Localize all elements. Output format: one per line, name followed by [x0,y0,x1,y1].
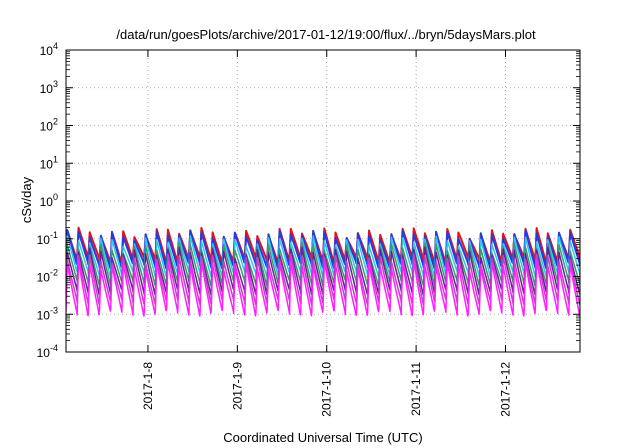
series-layer [66,226,580,317]
y-tick-exponent: 1 [53,154,58,164]
y-tick-label: 10-1 [37,230,58,247]
chart-title: /data/run/goesPlots/archive/2017-01-12/1… [116,27,536,42]
y-tick-base: 10 [40,157,54,171]
y-tick-label: 103 [40,79,58,96]
y-tick-exponent: -1 [50,230,58,240]
y-tick-exponent: 4 [53,41,58,51]
x-tick-label: 2017-1-12 [499,362,513,417]
y-tick-base: 10 [37,308,51,322]
ticks [66,49,580,353]
y-tick-label: 10-3 [37,305,58,322]
y-tick-label: 102 [40,117,58,134]
y-tick-exponent: -4 [50,343,58,353]
y-tick-exponent: 3 [53,79,58,89]
y-tick-label: 10-2 [37,268,58,285]
y-tick-base: 10 [40,195,54,209]
y-tick-label: 101 [40,154,58,171]
y-tick-base: 10 [40,82,54,96]
x-tick-label: 2017-1-10 [320,362,334,417]
x-tick-labels: 2017-1-8 2017-1-9 2017-1-10 2017-1-11 2017-1… [141,362,513,417]
x-tick-label: 2017-1-8 [141,362,155,410]
y-tick-base: 10 [37,233,51,247]
y-tick-label: 100 [40,192,58,209]
y-tick-label: 10-4 [37,343,58,360]
y-tick-exponent: -2 [50,268,58,278]
x-axis-label: Coordinated Universal Time (UTC) [223,430,422,445]
y-tick-label: 104 [40,41,58,58]
y-tick-base: 10 [37,271,51,285]
y-tick-base: 10 [40,44,54,58]
x-tick-label: 2017-1-11 [409,362,423,416]
x-tick-label: 2017-1-9 [230,362,244,410]
y-tick-exponent: 0 [53,192,58,202]
y-tick-exponent: 2 [53,117,58,127]
y-tick-exponent: -3 [50,305,58,315]
y-tick-base: 10 [37,346,51,360]
y-tick-base: 10 [40,120,54,134]
series-line [66,259,580,317]
y-axis-label: cSv/day [19,176,34,223]
